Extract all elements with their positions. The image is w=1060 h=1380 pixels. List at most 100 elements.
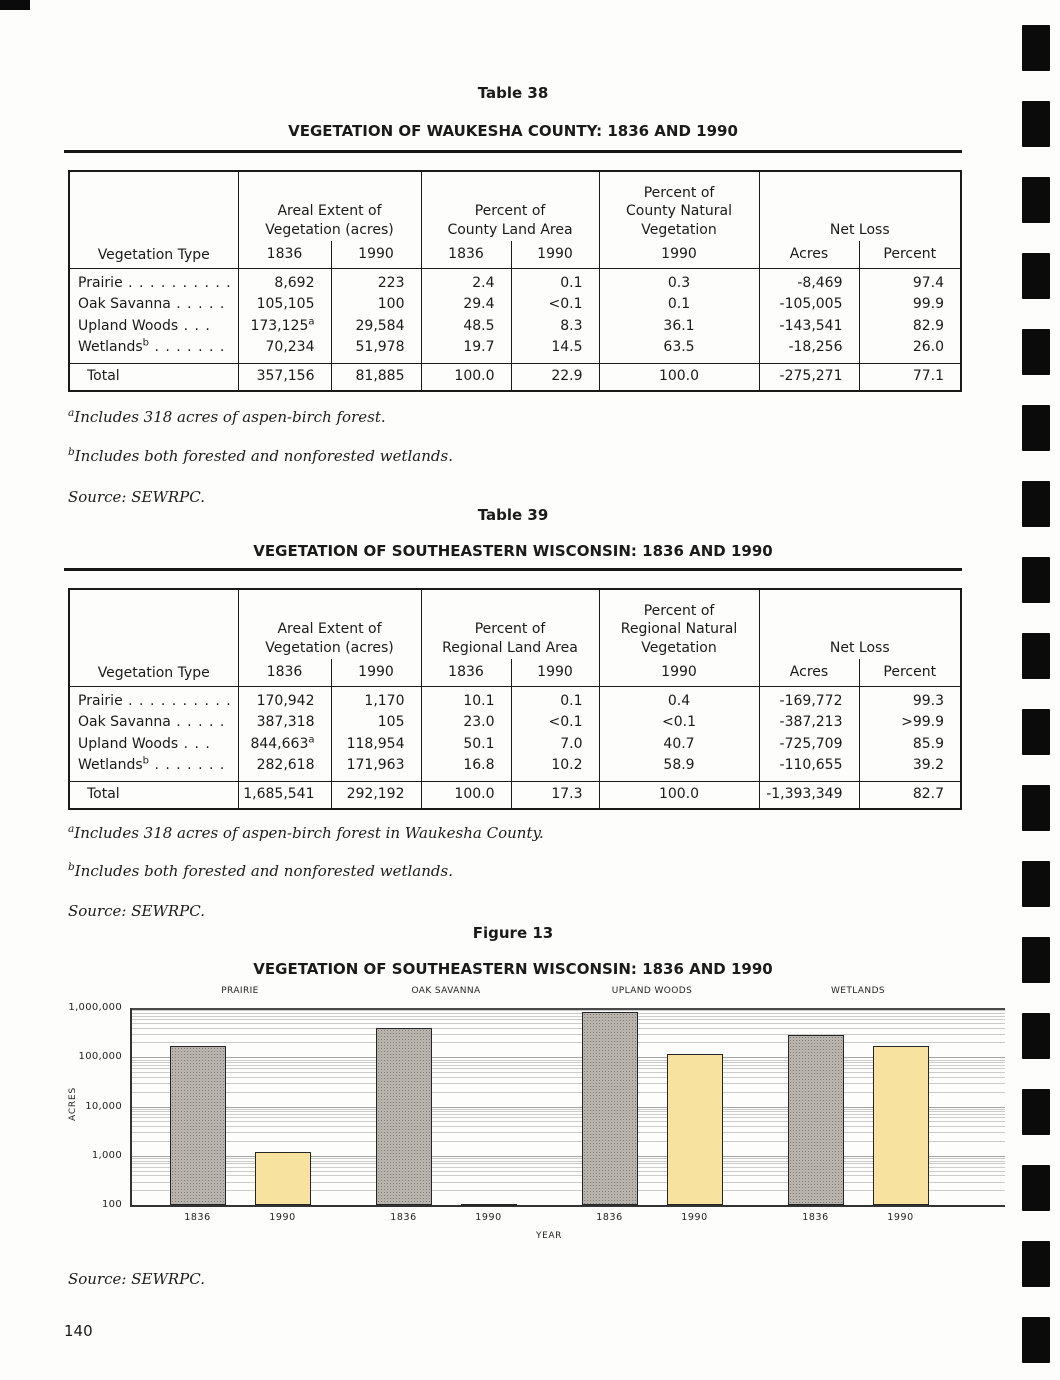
- y-axis-tick-label: 1,000,000: [68, 1002, 122, 1013]
- bar-oak-savanna-1990: [460, 1204, 517, 1206]
- footnote-text: Includes both forested and nonforested w…: [74, 862, 453, 880]
- table38-caption: Table 38: [477, 84, 549, 102]
- table-cell: 100.0: [420, 780, 511, 810]
- table-row: Prairie . . . . . . . . . . . 170,942 1,17…: [69, 686, 962, 713]
- table-cell: 0.3: [598, 268, 759, 295]
- gridline: [130, 1072, 1005, 1074]
- table-cell: 105,105: [237, 294, 331, 316]
- scan-mark: [1022, 329, 1050, 375]
- table-header-group-row: Vegetation Type Areal Extent of Vegetati…: [69, 171, 962, 269]
- table-cell: 100.0: [598, 780, 759, 810]
- figure13-title: VEGETATION OF SOUTHEASTERN WISCONSIN: 18…: [253, 960, 773, 978]
- table-cell: -18,256: [758, 337, 859, 364]
- scan-mark: [1022, 177, 1050, 223]
- table-header-group-row: Vegetation Type Areal Extent of Vegetati…: [69, 589, 962, 687]
- chart-group-label: OAK SAVANNA: [411, 986, 481, 996]
- table-cell: 99.9: [858, 294, 962, 316]
- subheader-acres: Acres: [758, 659, 859, 687]
- table-cell: 223: [330, 268, 421, 295]
- bar-prairie-1836: [169, 1045, 226, 1205]
- bar-wetlands-1836: [787, 1035, 844, 1205]
- table-cell: 844,663a: [237, 733, 331, 756]
- table39-title: VEGETATION OF SOUTHEASTERN WISCONSIN: 18…: [253, 542, 773, 560]
- row-label: Oak Savanna . . . . .: [78, 714, 226, 731]
- table-38: Vegetation Type Areal Extent of Vegetati…: [68, 170, 963, 393]
- table-cell: 8,692: [237, 268, 331, 295]
- scan-mark: [1022, 861, 1050, 907]
- table-cell: -110,655: [758, 755, 859, 782]
- table-row: Upland Woods . . . 844,663a 118,954 50.1 7.0…: [69, 733, 962, 756]
- gridline: [130, 1111, 1005, 1113]
- table-row: Oak Savanna . . . . . 105,105 100 29.4 <0.1 0…: [69, 294, 962, 316]
- scan-mark: [1022, 1165, 1050, 1211]
- bar-year-label: 1836: [802, 1212, 829, 1223]
- scan-mark: [1022, 1089, 1050, 1135]
- bar-wetlands-1990: [872, 1045, 929, 1205]
- gridline: [130, 1140, 1005, 1142]
- x-axis-label: YEAR: [536, 1231, 562, 1241]
- table-cell: -105,005: [758, 294, 859, 316]
- table-cell: 85.9: [858, 733, 962, 756]
- row-label: Upland Woods . . .: [78, 317, 211, 334]
- table-cell: 97.4: [858, 268, 962, 295]
- table-subheader-row: 1836 1990 1836 1990 1990 Acres Percent: [69, 241, 962, 269]
- table-cell: <0.1: [510, 294, 599, 316]
- table-cell: 58.9: [598, 755, 759, 782]
- footnote-marker: b: [68, 446, 75, 458]
- scan-mark: [1022, 405, 1050, 451]
- table38-source: Source: SEWRPC.: [68, 488, 205, 506]
- table39-source: Source: SEWRPC.: [68, 902, 205, 920]
- subheader-percent: Percent: [858, 659, 962, 687]
- table-total-row: Total 1,685,541 292,192 100.0 17.3 100.0 -1,39…: [69, 780, 962, 810]
- table38-footnote-b: bIncludes both forested and nonforested …: [68, 447, 453, 465]
- table-cell: 81,885: [330, 362, 421, 392]
- chart-group-label: PRAIRIE: [221, 986, 259, 996]
- gridline: [130, 1160, 1005, 1162]
- gridline: [130, 1170, 1005, 1172]
- table-cell: <0.1: [510, 712, 599, 734]
- gridline: [130, 1027, 1005, 1029]
- table-cell: 387,318: [237, 712, 331, 734]
- header-areal-extent: Areal Extent of Vegetation (acres): [237, 589, 421, 659]
- footnote-text: Includes 318 acres of aspen-birch forest…: [74, 824, 544, 842]
- table-cell: 36.1: [598, 315, 759, 338]
- table38-title-rule: [64, 150, 962, 153]
- footnote-marker: a: [68, 407, 75, 419]
- gridline: [130, 1012, 1005, 1014]
- scan-mark: [1022, 937, 1050, 983]
- table-cell: 10.1: [420, 686, 511, 713]
- subheader-1990: 1990: [330, 241, 421, 269]
- page-number: 140: [64, 1322, 93, 1340]
- table-total-row: Total 357,156 81,885 100.0 22.9 100.0 -275,271…: [69, 362, 962, 392]
- table-cell: 39.2: [858, 755, 962, 782]
- bar-year-label: 1990: [887, 1212, 914, 1223]
- chart-group-label: WETLANDS: [830, 986, 886, 996]
- row-label: Prairie . . . . . . . . . . .: [78, 274, 238, 291]
- table-cell: 0.1: [598, 294, 759, 316]
- scan-mark: [1022, 1013, 1050, 1059]
- subheader-acres: Acres: [758, 241, 859, 269]
- table-cell: -387,213: [758, 712, 859, 734]
- scan-mark: [1022, 1241, 1050, 1287]
- gridline: [130, 1059, 1005, 1061]
- table-cell: 16.8: [420, 755, 511, 782]
- subheader-1990: 1990: [330, 659, 421, 687]
- gridline: [130, 1010, 1005, 1012]
- table-cell: 29,584: [330, 315, 421, 338]
- table-cell: 0.4: [598, 686, 759, 713]
- gridline: [130, 1018, 1005, 1020]
- y-axis-label: ACRES: [68, 1087, 78, 1121]
- table-row: Wetlandsb . . . . . . . 70,234 51,978 19.7 1…: [69, 337, 962, 364]
- table-row: Prairie . . . . . . . . . . . 8,692 223 2.4…: [69, 268, 962, 295]
- row-label: Wetlandsb . . . . . . .: [78, 755, 226, 774]
- table-cell: 26.0: [858, 337, 962, 364]
- table-cell: -143,541: [758, 315, 859, 338]
- table-cell: 8.3: [510, 315, 599, 338]
- gridline-major: [130, 1205, 1005, 1207]
- table39-caption: Table 39: [477, 506, 549, 524]
- table38-footnote-a: aIncludes 318 acres of aspen-birch fores…: [68, 408, 386, 426]
- scan-mark: [1022, 633, 1050, 679]
- table-cell: 105: [330, 712, 421, 734]
- bar-upland-woods-1990: [666, 1053, 723, 1205]
